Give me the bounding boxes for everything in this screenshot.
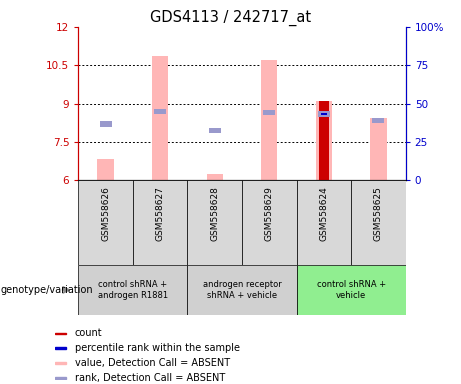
Bar xyxy=(316,101,332,180)
Bar xyxy=(55,347,66,349)
Text: androgen receptor
shRNA + vehicle: androgen receptor shRNA + vehicle xyxy=(203,280,281,300)
Bar xyxy=(188,265,296,315)
Bar xyxy=(154,109,166,114)
Bar xyxy=(242,180,296,265)
Text: GSM558626: GSM558626 xyxy=(101,186,110,241)
Text: count: count xyxy=(75,328,102,338)
Bar xyxy=(370,118,387,180)
Text: percentile rank within the sample: percentile rank within the sample xyxy=(75,343,240,353)
Bar xyxy=(188,180,242,265)
Text: genotype/variation: genotype/variation xyxy=(1,285,94,295)
Bar xyxy=(263,110,275,116)
Text: rank, Detection Call = ABSENT: rank, Detection Call = ABSENT xyxy=(75,373,225,383)
Text: value, Detection Call = ABSENT: value, Detection Call = ABSENT xyxy=(75,358,230,368)
Bar xyxy=(321,113,327,115)
Text: GSM558629: GSM558629 xyxy=(265,186,274,241)
Bar xyxy=(100,121,112,127)
Bar xyxy=(78,265,188,315)
Bar xyxy=(372,118,384,123)
Bar xyxy=(318,111,330,117)
Bar xyxy=(296,265,406,315)
Text: GSM558628: GSM558628 xyxy=(210,186,219,241)
Bar xyxy=(97,159,114,180)
Bar xyxy=(133,180,188,265)
Bar xyxy=(152,56,168,180)
Bar xyxy=(261,60,278,180)
Bar xyxy=(207,174,223,180)
Bar xyxy=(55,333,66,334)
Text: control shRNA +
vehicle: control shRNA + vehicle xyxy=(317,280,386,300)
Text: GSM558627: GSM558627 xyxy=(156,186,165,241)
Bar xyxy=(351,180,406,265)
Text: GSM558625: GSM558625 xyxy=(374,186,383,241)
Text: GDS4113 / 242717_at: GDS4113 / 242717_at xyxy=(150,10,311,26)
Text: GSM558624: GSM558624 xyxy=(319,186,328,241)
Bar xyxy=(55,377,66,379)
Bar xyxy=(296,180,351,265)
Bar xyxy=(319,101,329,180)
Bar xyxy=(55,362,66,364)
Text: control shRNA +
androgen R1881: control shRNA + androgen R1881 xyxy=(98,280,168,300)
Bar xyxy=(209,128,221,133)
Bar xyxy=(78,180,133,265)
